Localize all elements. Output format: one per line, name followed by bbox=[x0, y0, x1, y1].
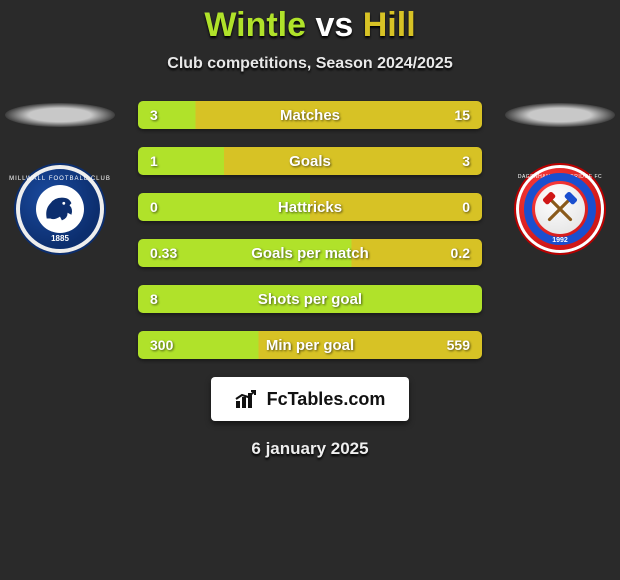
root: Wintle vs Hill Club competitions, Season… bbox=[0, 0, 620, 459]
stat-value-left: 3 bbox=[150, 107, 158, 123]
vs-separator: vs bbox=[315, 6, 353, 44]
stat-value-left: 8 bbox=[150, 291, 158, 307]
stat-label: Hattricks bbox=[138, 199, 482, 216]
player-photo-placeholder-right bbox=[505, 103, 615, 127]
comparison-area: MILLWALL FOOTBALL CLUB 1885 DAGENHAM & R… bbox=[0, 101, 620, 359]
stat-value-left: 0 bbox=[150, 199, 158, 215]
stat-value-left: 0.33 bbox=[150, 245, 177, 261]
subtitle: Club competitions, Season 2024/2025 bbox=[167, 55, 452, 73]
stat-bar: 0Hattricks0 bbox=[138, 193, 482, 221]
stat-label: Min per goal bbox=[138, 337, 482, 354]
hammers-icon bbox=[535, 184, 585, 234]
stat-label: Shots per goal bbox=[138, 291, 482, 308]
stat-bar: 300Min per goal559 bbox=[138, 331, 482, 359]
player1-name: Wintle bbox=[204, 6, 306, 44]
lion-icon bbox=[36, 185, 84, 233]
stat-bar: 3Matches15 bbox=[138, 101, 482, 129]
stat-bar: 8Shots per goal bbox=[138, 285, 482, 313]
stat-bars: 3Matches151Goals30Hattricks00.33Goals pe… bbox=[138, 101, 482, 359]
badge-left-year: 1885 bbox=[51, 234, 69, 243]
stat-value-left: 1 bbox=[150, 153, 158, 169]
snapshot-date: 6 january 2025 bbox=[251, 439, 368, 459]
badge-left-name: MILLWALL FOOTBALL CLUB bbox=[9, 176, 111, 182]
site-name: FcTables.com bbox=[267, 389, 386, 410]
stat-label: Goals bbox=[138, 153, 482, 170]
team-badge-right: DAGENHAM & REDBRIDGE FC 1992 bbox=[516, 165, 604, 253]
stat-label: Matches bbox=[138, 107, 482, 124]
player2-name: Hill bbox=[363, 6, 416, 44]
badge-right-year: 1992 bbox=[552, 237, 568, 244]
stat-label: Goals per match bbox=[138, 245, 482, 262]
stat-bar: 0.33Goals per match0.2 bbox=[138, 239, 482, 267]
team-badge-left: MILLWALL FOOTBALL CLUB 1885 bbox=[16, 165, 104, 253]
stat-value-right: 0.2 bbox=[451, 245, 470, 261]
right-team-col: DAGENHAM & REDBRIDGE FC 1992 bbox=[500, 101, 620, 253]
stat-value-right: 0 bbox=[462, 199, 470, 215]
stat-value-right: 559 bbox=[447, 337, 470, 353]
chart-icon bbox=[235, 389, 261, 409]
left-team-col: MILLWALL FOOTBALL CLUB 1885 bbox=[0, 101, 120, 253]
stat-bar: 1Goals3 bbox=[138, 147, 482, 175]
site-attribution[interactable]: FcTables.com bbox=[211, 377, 409, 421]
player-photo-placeholder-left bbox=[5, 103, 115, 127]
stat-value-right: 3 bbox=[462, 153, 470, 169]
stat-value-left: 300 bbox=[150, 337, 173, 353]
stat-value-right: 15 bbox=[454, 107, 470, 123]
page-title: Wintle vs Hill bbox=[204, 6, 415, 45]
